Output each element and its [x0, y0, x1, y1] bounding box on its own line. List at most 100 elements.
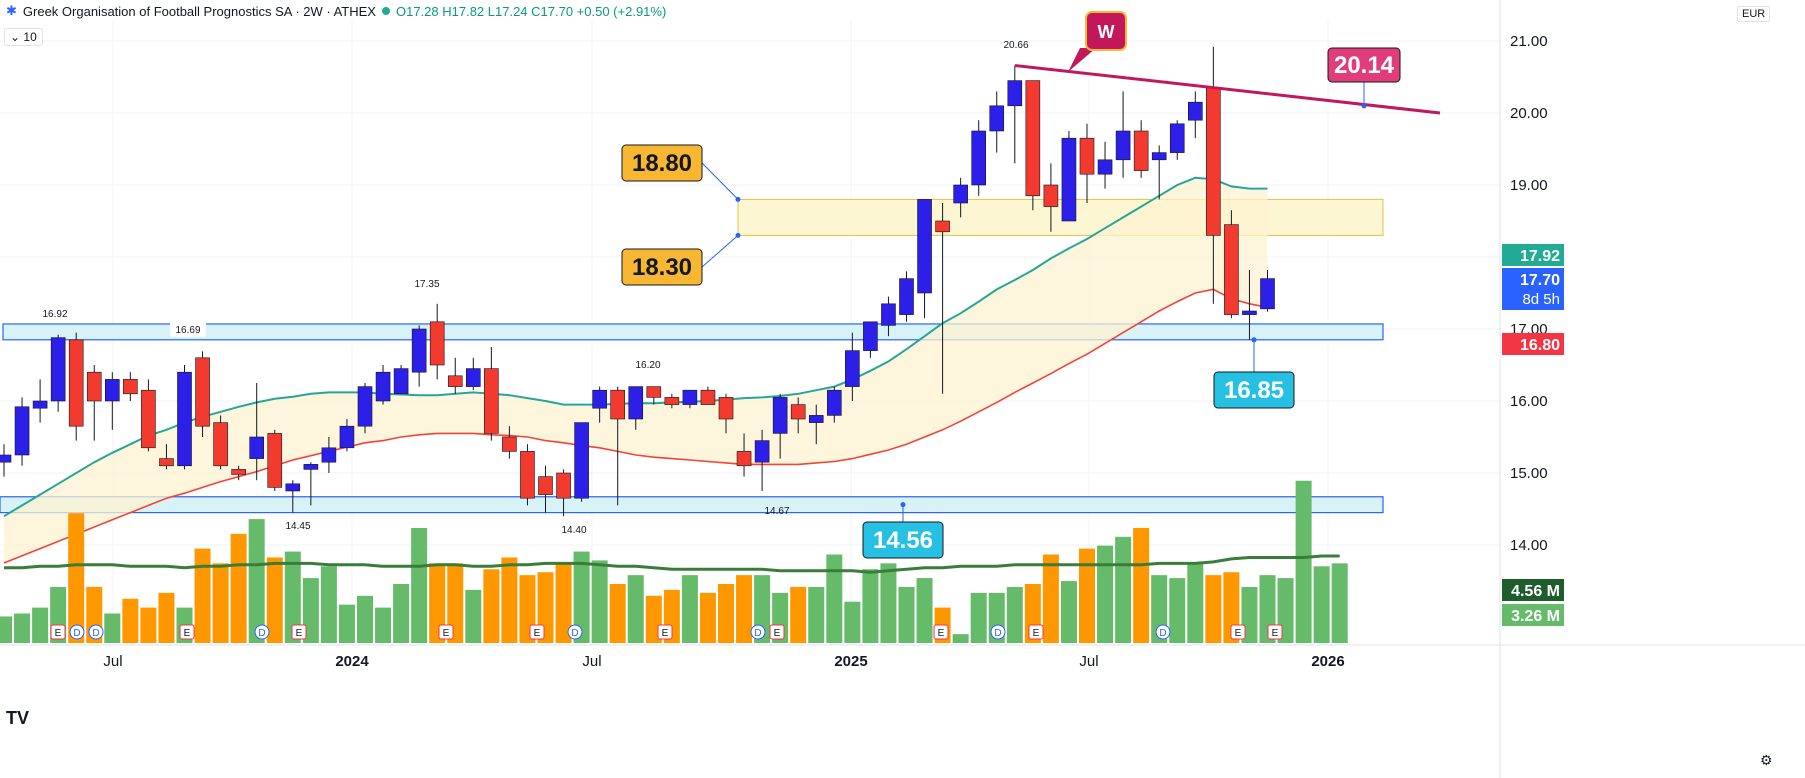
currency-label[interactable]: EUR — [1737, 6, 1771, 22]
symbol-title[interactable]: Greek Organisation of Football Prognosti… — [22, 3, 376, 19]
candle-body — [628, 386, 644, 420]
hl-label: 16.69 — [175, 325, 200, 336]
callout-20-14-anchor — [1361, 103, 1367, 109]
candle-body — [159, 458, 174, 467]
volume-bar — [898, 586, 915, 643]
volume-bar — [790, 586, 807, 643]
volume-bar — [411, 527, 428, 643]
volume-bar — [699, 592, 716, 643]
candle-body — [664, 397, 680, 405]
price-label-text: 4.56 M — [1511, 583, 1560, 600]
event-badge — [438, 624, 454, 640]
volume-bar — [122, 598, 139, 643]
candle-body — [1151, 152, 1167, 161]
candle-body — [845, 350, 860, 387]
gear-icon[interactable]: ⚙ — [1760, 752, 1773, 768]
event-badge-text: E — [184, 628, 191, 639]
hl-label-bg — [37, 305, 73, 321]
event-badge — [657, 624, 673, 640]
candle-body — [411, 328, 427, 373]
price-label — [1502, 268, 1564, 310]
volume-bar — [320, 566, 337, 643]
indicator-count: 10 — [23, 30, 37, 44]
volume-bar — [736, 575, 753, 643]
volume-bar — [284, 551, 301, 643]
event-badge-text: E — [443, 628, 450, 639]
time-axis-tick: Jul — [1079, 653, 1098, 670]
callout-16-85-text: 16.85 — [1224, 377, 1284, 404]
candle-body — [339, 425, 355, 449]
volume-bar — [808, 586, 825, 643]
candle-body — [285, 483, 301, 492]
candle-body — [50, 337, 66, 402]
callout-18-30-anchor — [735, 232, 741, 238]
price-axis-tick: 19.00 — [1510, 177, 1548, 194]
event-badge — [750, 624, 766, 640]
candle-body — [790, 404, 806, 420]
ma-ribbon-fill — [4, 177, 1268, 564]
candle-body — [917, 199, 932, 294]
tradingview-logo-icon: TV — [6, 708, 30, 728]
volume-bar — [338, 604, 355, 643]
candle-body — [375, 371, 391, 402]
chevron-down-icon: ⌄ — [10, 30, 21, 44]
w-marker-pointer — [1068, 48, 1096, 72]
volume-bar — [952, 634, 969, 643]
volume-bar — [32, 607, 49, 643]
candle-body — [231, 469, 246, 475]
candle-body — [0, 454, 12, 463]
volume-bar — [1133, 527, 1150, 643]
event-badge-text: E — [1272, 628, 1279, 639]
support-zone-upper — [2, 323, 1384, 341]
exchange-logo-icon: ✱ — [6, 3, 17, 18]
candle-body — [556, 472, 571, 499]
callout-18-80-anchor — [735, 196, 741, 202]
ma-slow-line — [3, 288, 1268, 564]
candle-body — [32, 400, 48, 409]
volume-bar — [1169, 578, 1186, 643]
volume-bar — [1295, 480, 1312, 643]
event-badge-text: D — [92, 628, 99, 639]
candle-body — [1242, 310, 1257, 315]
event-badge — [990, 624, 1006, 640]
candle-body — [1025, 80, 1041, 197]
volume-bar — [357, 595, 373, 643]
ohlc-readout: O17.28 H17.82 L17.24 C17.70 +0.50 (+2.91… — [395, 3, 667, 19]
time-axis-tick: Jul — [582, 653, 601, 670]
volume-bar — [393, 584, 410, 643]
volume-bar — [1006, 586, 1023, 643]
event-badge-text: E — [296, 628, 303, 639]
candle-body — [1224, 224, 1239, 315]
event-badge-text: D — [73, 628, 80, 639]
event-badge-text: E — [1033, 628, 1040, 639]
event-badge — [291, 624, 307, 640]
event-badge — [1230, 624, 1246, 640]
candle-body — [1260, 278, 1275, 310]
indicators-toggle[interactable]: ⌄ 10 — [4, 28, 43, 46]
candle-body — [772, 397, 788, 434]
event-badge — [88, 624, 104, 640]
price-label — [1502, 244, 1564, 266]
resistance-zone — [737, 198, 1384, 236]
price-label — [1502, 604, 1564, 626]
candle-body — [195, 357, 210, 427]
candle-body — [465, 368, 481, 387]
callout-18-30 — [621, 248, 703, 286]
volume-bar — [916, 578, 933, 643]
event-badge — [933, 624, 949, 640]
volume-bar — [104, 613, 121, 643]
volume-bar — [14, 613, 31, 643]
candle-body — [754, 440, 770, 463]
volume-bar — [140, 607, 157, 643]
market-status-icon — [381, 7, 390, 15]
hl-label: 14.45 — [285, 521, 310, 532]
hl-label: 17.35 — [414, 279, 439, 290]
price-label-countdown: 8d 5h — [1522, 291, 1560, 308]
event-badge-text: E — [55, 628, 62, 639]
volume-bar — [483, 569, 500, 643]
callout-14-56 — [862, 521, 944, 559]
volume-bar — [609, 584, 626, 643]
chart-header: ✱ Greek Organisation of Football Prognos… — [6, 3, 666, 19]
w-marker — [1085, 11, 1127, 51]
